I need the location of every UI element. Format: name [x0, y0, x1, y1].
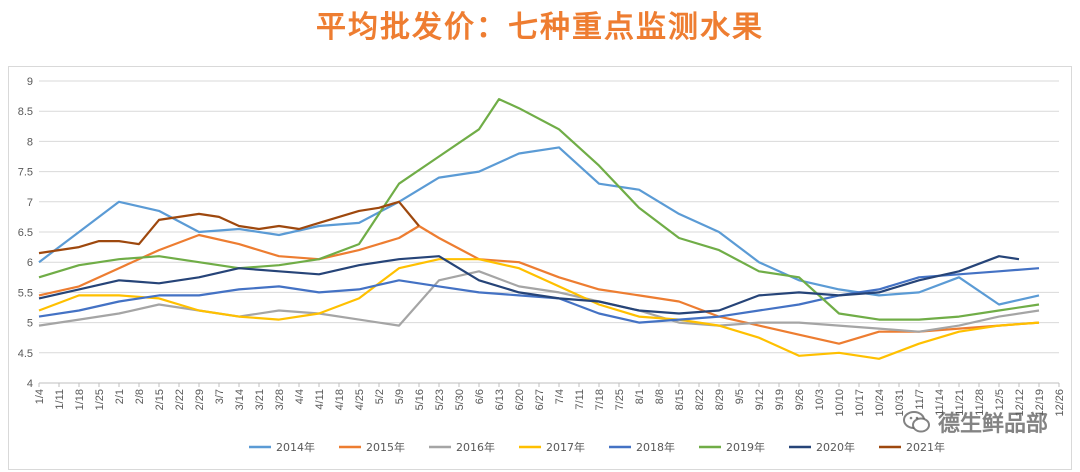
legend-label: 2014年	[276, 440, 315, 454]
line-chart: 4 4.5 5 5.5 6 6.5 7 7.5 8 8.5 9 1/4 1/11 1/18 1/25 2/1 2…	[18, 76, 1066, 454]
x-tick-label: 2/8	[134, 389, 146, 404]
watermark: 德生鲜品部	[902, 406, 1048, 438]
x-tick-label: 1/18	[74, 389, 86, 410]
gridlines	[39, 80, 1059, 384]
legend-label: 2018年	[636, 440, 675, 454]
x-tick-label: 1/25	[94, 389, 106, 410]
x-tick-label: 11/21	[954, 389, 966, 416]
legend-label: 2015年	[366, 440, 405, 454]
x-tick-label: 8/1	[634, 389, 646, 404]
series-line-2	[38, 224, 1040, 345]
x-tick-label: 12/26	[1054, 389, 1066, 417]
y-tick-label: 8.5	[18, 106, 33, 118]
x-tick-label: 4/18	[334, 389, 346, 410]
series-lines	[38, 97, 1040, 360]
series-line-1	[38, 146, 1040, 306]
x-tick-label: 6/27	[534, 389, 546, 410]
y-tick-label: 4	[27, 378, 33, 390]
chart-title: 平均批发价：七种重点监测水果	[316, 10, 764, 45]
y-tick-label: 6	[27, 257, 33, 269]
x-tick-label: 1/11	[54, 389, 66, 410]
x-tick-label: 2/29	[194, 389, 206, 410]
x-tick-label: 7/11	[574, 389, 586, 410]
x-tick-label: 9/5	[734, 389, 746, 404]
x-tick-label: 3/28	[274, 389, 286, 410]
x-tick-label: 10/31	[894, 389, 906, 417]
x-tick-label: 5/9	[394, 389, 406, 404]
y-tick-label: 4.5	[18, 348, 33, 360]
x-tick-label: 9/26	[794, 389, 806, 410]
x-tick-label: 2/1	[114, 389, 126, 404]
y-tick-label: 5.5	[18, 287, 33, 299]
series-line-7	[38, 255, 1020, 315]
x-tick-label: 1/4	[34, 389, 46, 404]
x-tick-label: 3/7	[214, 389, 226, 404]
x-tick-label: 7/25	[614, 389, 626, 410]
x-tick-label: 9/12	[754, 389, 766, 410]
series-line-5	[38, 267, 1040, 324]
x-tick-label: 8/8	[654, 389, 666, 404]
legend: 2014年 2015年 2016年 2017年 2018年 2019年 2020年 2021年	[249, 440, 945, 454]
x-tick-label: 8/15	[674, 389, 686, 410]
y-tick-label: 7	[27, 197, 33, 209]
x-tick-label: 12/5	[994, 389, 1006, 410]
x-tick-label: 9/19	[774, 389, 786, 410]
series-line-4	[38, 258, 1040, 360]
x-tick-label: 12/12	[1014, 389, 1026, 417]
x-tick-label: 5/16	[414, 389, 426, 410]
series-line-6	[38, 97, 1040, 321]
x-tick-label: 5/23	[434, 389, 446, 410]
x-tick-label: 8/22	[694, 389, 706, 410]
x-tick-label: 2/22	[174, 389, 186, 410]
x-tick-label: 5/30	[454, 389, 466, 410]
x-tick-label: 3/14	[234, 389, 246, 410]
legend-label: 2021年	[906, 440, 945, 454]
legend-label: 2017年	[546, 440, 585, 454]
chart-panel: 4 4.5 5 5.5 6 6.5 7 7.5 8 8.5 9 1/4 1/11 1/18 1/25 2/1 2…	[8, 66, 1072, 470]
watermark-text: 德生鲜品部	[937, 412, 1048, 437]
legend-label: 2019年	[726, 440, 765, 454]
x-tick-label: 10/3	[814, 389, 826, 410]
y-tick-label: 8	[27, 136, 33, 148]
y-tick-label: 6.5	[18, 227, 33, 239]
x-tick-label: 6/13	[494, 389, 506, 410]
series-line-8	[38, 200, 420, 255]
x-tick-label: 4/25	[354, 389, 366, 410]
y-tick-label: 9	[27, 76, 33, 88]
x-tick-label: 12/19	[1034, 389, 1046, 417]
legend-label: 2016年	[456, 440, 495, 454]
axes: 4 4.5 5 5.5 6 6.5 7 7.5 8 8.5 9 1/4 1/11 1/18 1/25 2/1 2…	[18, 76, 1066, 417]
y-tick-label: 5	[27, 318, 33, 330]
x-tick-label: 10/10	[834, 389, 846, 417]
legend-label: 2020年	[816, 440, 855, 454]
wechat-icon	[902, 411, 930, 433]
x-tick-label: 5/2	[374, 389, 386, 404]
x-tick-label: 3/21	[254, 389, 266, 410]
x-tick-label: 6/6	[474, 389, 486, 404]
x-tick-label: 8/29	[714, 389, 726, 410]
x-tick-label: 2/15	[154, 389, 166, 410]
y-tick-label: 7.5	[18, 167, 33, 179]
x-tick-label: 11/14	[934, 389, 946, 416]
x-tick-label: 11/28	[974, 389, 986, 416]
x-tick-label: 4/11	[314, 389, 326, 410]
x-tick-label: 6/20	[514, 389, 526, 410]
x-tick-label: 11/7	[914, 389, 926, 410]
x-tick-label: 10/24	[874, 389, 886, 417]
x-tick-label: 4/4	[294, 389, 306, 404]
x-tick-label: 10/17	[854, 389, 866, 417]
x-tick-label: 7/4	[554, 389, 566, 404]
x-tick-label: 7/18	[594, 389, 606, 410]
